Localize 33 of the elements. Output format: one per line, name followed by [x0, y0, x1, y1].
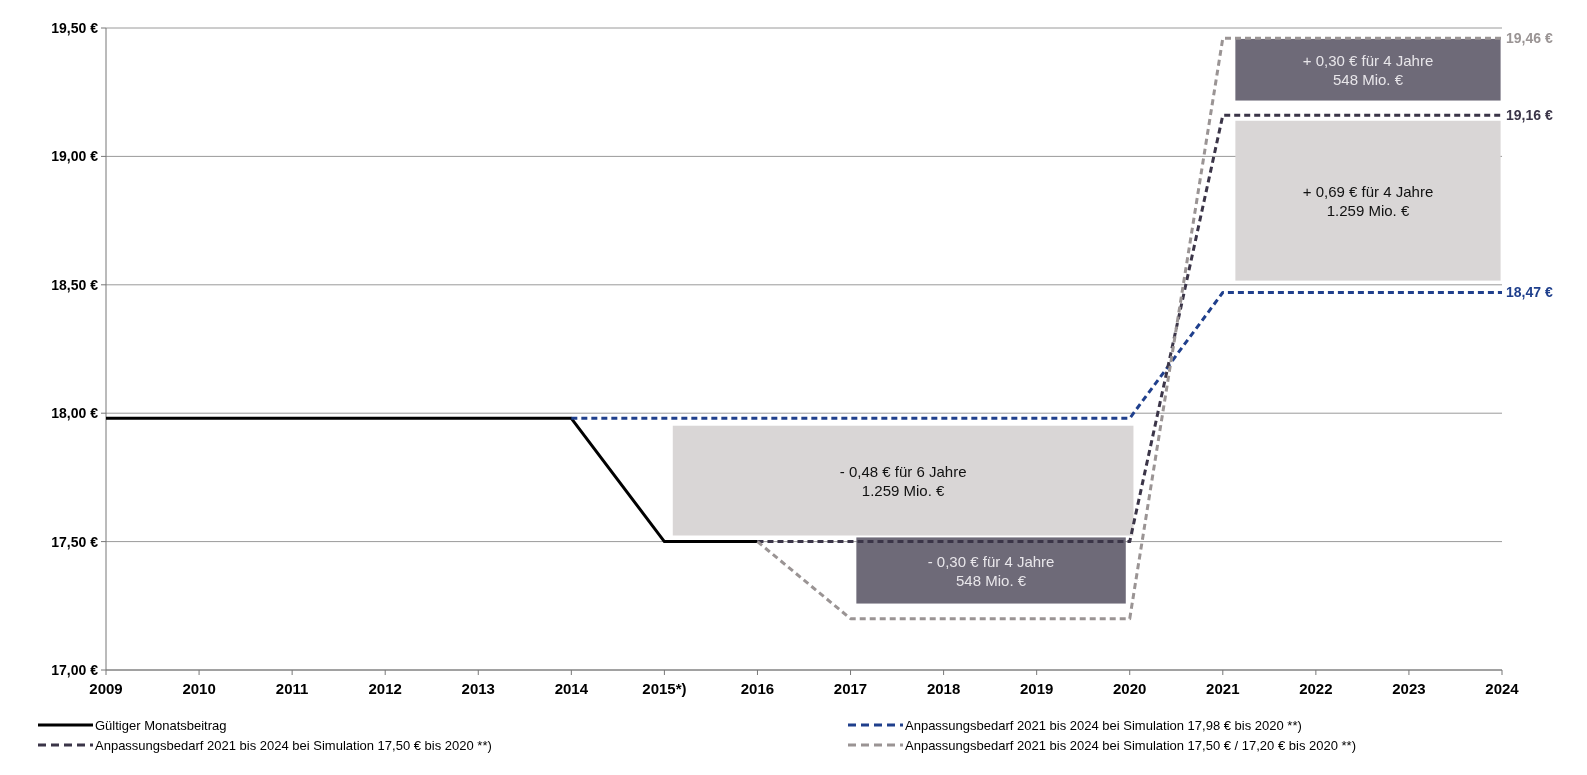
y-tick-label: 17,00 € — [51, 661, 99, 678]
data-label: 19,16 € — [1506, 107, 1553, 124]
legend-label: Anpassungsbedarf 2021 bis 2024 bei Simulation 17,50 € / 17,20 € bis 2020 **) — [905, 737, 1356, 753]
x-tick-label: 2019 — [1019, 680, 1054, 697]
legend-label: Anpassungsbedarf 2021 bis 2024 bei Simulation 17,98 € bis 2020 **) — [905, 717, 1302, 733]
annotation: - 0,48 € für 6 Jahre 1.259 Mio. € — [839, 462, 967, 499]
y-tick-label: 18,00 € — [51, 405, 99, 422]
x-tick-label: 2014 — [554, 680, 589, 697]
data-label: 19,46 € — [1506, 30, 1553, 47]
x-tick-label: 2013 — [461, 680, 495, 697]
annotation: - 0,30 € für 4 Jahre 548 Mio. € — [927, 552, 1055, 589]
legend-label: Anpassungsbedarf 2021 bis 2024 bei Simulation 17,50 € bis 2020 **) — [95, 737, 492, 753]
annotation: + 0,30 € für 4 Jahre 548 Mio. € — [1302, 51, 1434, 88]
x-tick-label: 2023 — [1392, 680, 1426, 697]
x-tick-label: 2018 — [926, 680, 961, 697]
x-tick-label: 2015*) — [642, 680, 687, 697]
y-tick-label: 18,50 € — [51, 276, 99, 293]
legend-label: Gültiger Monatsbeitrag — [95, 717, 227, 733]
x-tick-label: 2021 — [1206, 680, 1240, 697]
x-tick-label: 2020 — [1113, 680, 1147, 697]
y-tick-label: 19,00 € — [51, 148, 99, 165]
x-tick-label: 2017 — [833, 680, 868, 697]
annotation: + 0,69 € für 4 Jahre 1.259 Mio. € — [1302, 182, 1434, 219]
x-tick-label: 2022 — [1299, 680, 1333, 697]
data-label: 18,47 € — [1506, 284, 1553, 301]
y-tick-label: 19,50 € — [51, 19, 99, 36]
x-tick-label: 2010 — [182, 680, 216, 697]
x-tick-label: 2011 — [275, 680, 309, 697]
x-tick-label: 2012 — [368, 680, 402, 697]
x-tick-label: 2009 — [89, 680, 123, 697]
y-tick-label: 17,50 € — [51, 533, 99, 550]
x-tick-label: 2024 — [1485, 680, 1520, 697]
x-tick-label: 2016 — [740, 680, 775, 697]
